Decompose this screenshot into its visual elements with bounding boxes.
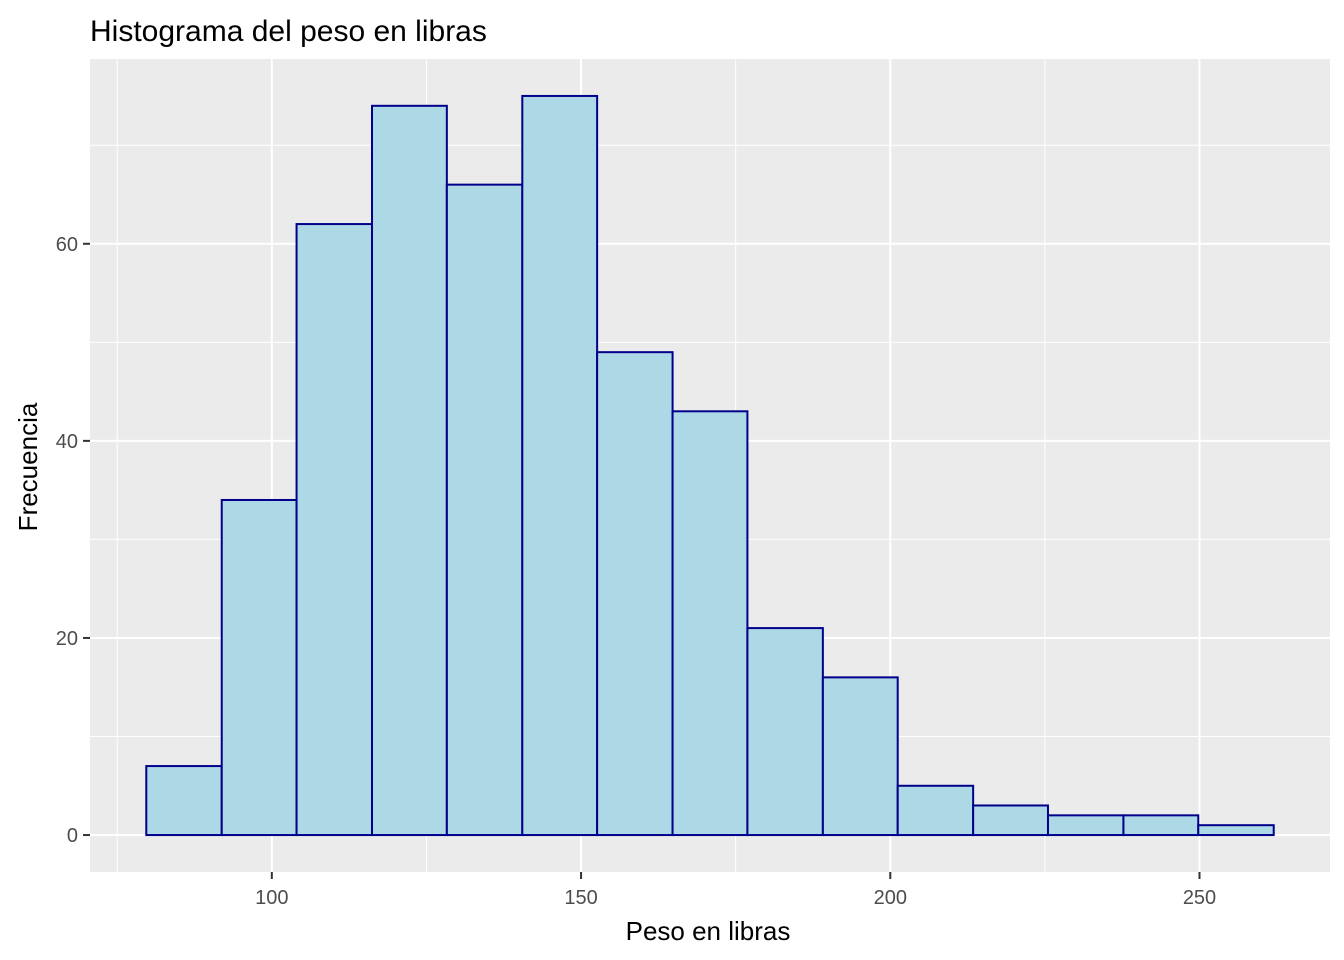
y-tick-label: 20 [56, 628, 78, 650]
y-axis-tick-labels: 0 20 40 60 [56, 234, 78, 847]
x-axis-tick-labels: 100 150 200 250 [255, 887, 1216, 909]
histogram-bar-6 [521, 94, 599, 837]
histogram-bar-14 [1122, 814, 1200, 837]
histogram-bars [145, 94, 1275, 837]
histogram-bar-8 [671, 410, 749, 837]
histogram-bar-15 [1197, 824, 1275, 837]
y-tick-label: 0 [67, 825, 78, 847]
histogram-bar-13 [1046, 814, 1125, 837]
histogram-bar-4 [371, 104, 448, 837]
histogram-bar-10 [821, 676, 899, 837]
x-tick-label: 150 [564, 887, 597, 909]
y-tick-label: 40 [56, 431, 78, 453]
histogram-bar-12 [972, 804, 1049, 837]
histogram-bar-2 [220, 498, 298, 837]
y-tick-label: 60 [56, 234, 78, 256]
x-tick-label: 200 [874, 887, 907, 909]
histogram-bar-11 [896, 784, 975, 837]
axis-ticks [83, 242, 1201, 879]
x-tick-label: 250 [1183, 887, 1216, 909]
histogram-bar-5 [445, 183, 524, 837]
histogram-bar-9 [746, 627, 824, 837]
histogram-bar-3 [295, 223, 374, 837]
x-axis-title: Peso en libras [626, 916, 791, 946]
chart-title: Histograma del peso en libras [90, 15, 487, 48]
histogram-bar-1 [145, 765, 223, 837]
x-tick-label: 100 [255, 887, 288, 909]
histogram-bar-7 [596, 351, 674, 837]
y-axis-title: Frecuencia [13, 402, 43, 531]
